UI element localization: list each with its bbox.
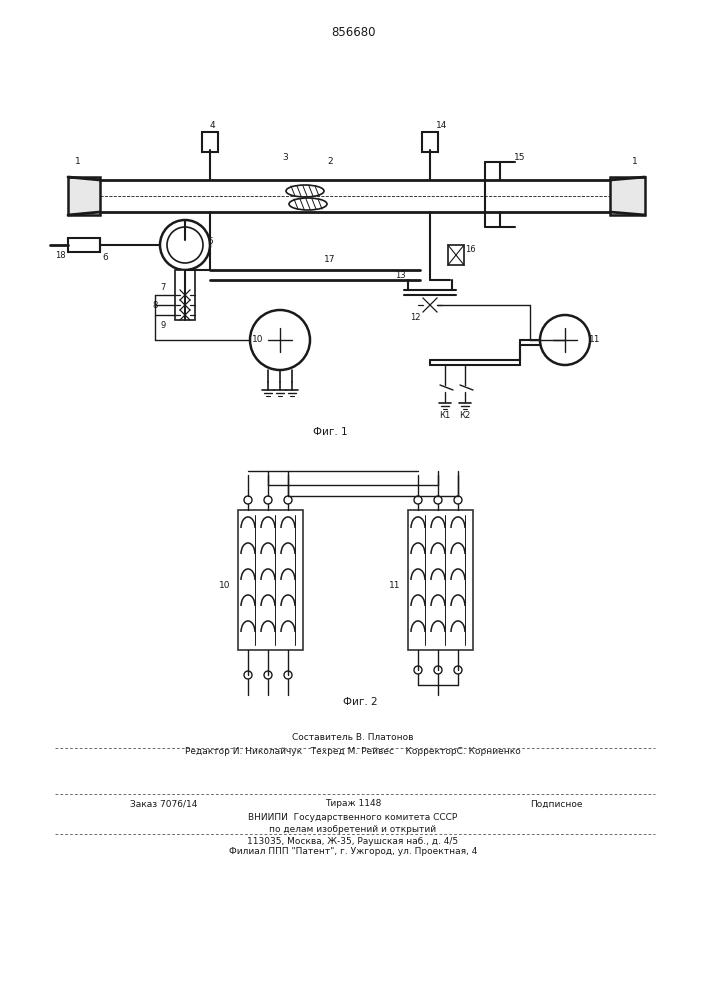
Circle shape	[434, 666, 442, 674]
Circle shape	[284, 671, 292, 679]
Text: К1: К1	[439, 410, 450, 420]
Circle shape	[454, 496, 462, 504]
Circle shape	[250, 310, 310, 370]
Text: Фиг. 2: Фиг. 2	[343, 697, 378, 707]
Text: 8: 8	[152, 300, 158, 310]
Text: Редактор И. Николайчук   Техред М. Рейвес    КорректорС. Корниенко: Редактор И. Николайчук Техред М. Рейвес …	[185, 748, 521, 756]
Bar	[68, 177, 100, 215]
Text: 1: 1	[75, 157, 81, 166]
Bar	[238, 510, 303, 650]
Text: по делам изобретений и открытий: по делам изобретений и открытий	[269, 824, 436, 834]
Text: 18: 18	[54, 250, 65, 259]
Text: 11: 11	[589, 336, 601, 344]
Text: 16: 16	[464, 245, 475, 254]
Bar	[68, 238, 100, 252]
Text: 11: 11	[390, 580, 401, 589]
Bar	[202, 132, 218, 152]
Circle shape	[540, 315, 590, 365]
Circle shape	[454, 666, 462, 674]
Text: 13: 13	[395, 270, 405, 279]
Text: 7: 7	[160, 284, 165, 292]
Text: Фиг. 1: Фиг. 1	[312, 427, 347, 437]
Text: 4: 4	[209, 120, 215, 129]
Circle shape	[160, 220, 210, 270]
Text: 3: 3	[282, 153, 288, 162]
Text: Филиал ППП "Патент", г. Ужгород, ул. Проектная, 4: Филиал ППП "Патент", г. Ужгород, ул. Про…	[229, 848, 477, 856]
Text: 856680: 856680	[331, 25, 375, 38]
Text: ВНИИПИ  Государственного комитета СССР: ВНИИПИ Государственного комитета СССР	[248, 812, 457, 822]
Text: Тираж 1148: Тираж 1148	[325, 800, 381, 808]
Bar	[175, 270, 195, 320]
Text: Заказ 7076/14: Заказ 7076/14	[130, 800, 197, 808]
Circle shape	[414, 666, 422, 674]
Ellipse shape	[289, 198, 327, 210]
Circle shape	[244, 496, 252, 504]
Circle shape	[244, 671, 252, 679]
Bar	[610, 177, 645, 215]
Text: 15: 15	[514, 153, 526, 162]
Text: 2: 2	[327, 157, 333, 166]
Text: 113035, Москва, Ж-35, Раушская наб., д. 4/5: 113035, Москва, Ж-35, Раушская наб., д. …	[247, 836, 459, 846]
Text: Составитель В. Платонов: Составитель В. Платонов	[292, 734, 414, 742]
Circle shape	[284, 496, 292, 504]
Text: 9: 9	[160, 320, 165, 330]
Circle shape	[264, 496, 272, 504]
Text: 10: 10	[252, 336, 264, 344]
Circle shape	[264, 671, 272, 679]
Circle shape	[167, 227, 203, 263]
Text: 14: 14	[436, 120, 448, 129]
Bar	[408, 510, 473, 650]
Text: 17: 17	[325, 255, 336, 264]
Text: 1: 1	[632, 157, 638, 166]
Text: 10: 10	[219, 580, 230, 589]
Bar	[448, 245, 464, 265]
Text: Подписное: Подписное	[530, 800, 583, 808]
Text: 12: 12	[410, 314, 420, 322]
Ellipse shape	[286, 185, 324, 197]
Bar	[422, 132, 438, 152]
Circle shape	[414, 496, 422, 504]
Text: К2: К2	[460, 410, 471, 420]
Text: 6: 6	[102, 252, 108, 261]
Text: 5: 5	[207, 237, 213, 246]
Circle shape	[434, 496, 442, 504]
